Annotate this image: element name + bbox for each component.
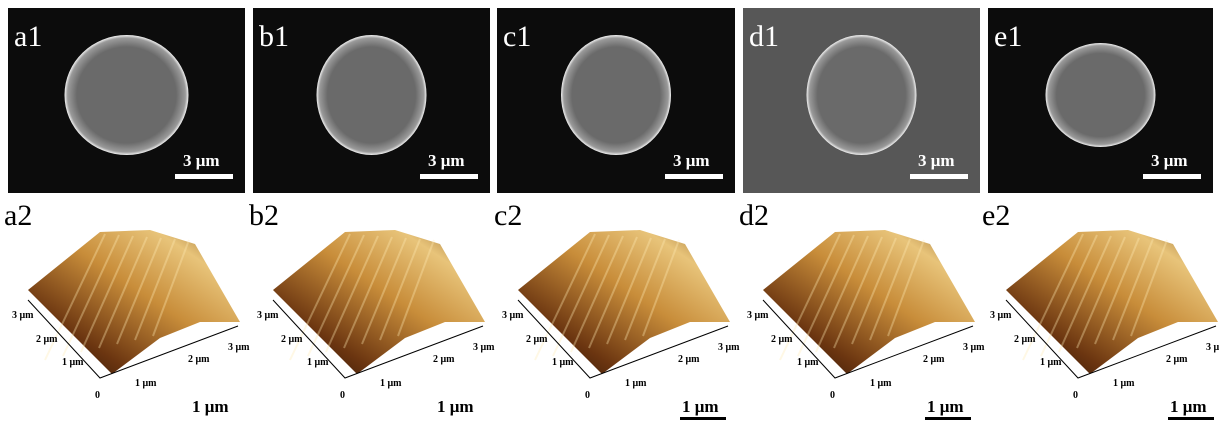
scale-bar	[925, 417, 971, 420]
axis-label: 2 μm	[526, 334, 548, 345]
axis-label: 1 μm	[62, 357, 84, 368]
axis-label: 1 μm	[380, 378, 402, 389]
axis-label: 1 μm	[552, 357, 574, 368]
scale-bar-label: 1 μm	[682, 397, 719, 416]
scale-bar-label: 1 μm	[437, 397, 474, 416]
axis-label: 3 μm	[718, 342, 740, 353]
axis-origin: 0	[1073, 390, 1078, 401]
axis-label: 3 μm	[473, 342, 495, 353]
scale-bar	[680, 417, 726, 420]
scale-bar	[1143, 174, 1201, 179]
scale-bar-label: 3 μm	[673, 151, 710, 170]
axis-label: 3 μm	[257, 310, 279, 321]
panel-label: e2	[982, 199, 1010, 232]
scale-bar-label: 3 μm	[918, 151, 955, 170]
axis-label: 1 μm	[307, 357, 329, 368]
axis-label: 2 μm	[36, 334, 58, 345]
scale-bar-label: 3 μm	[1151, 151, 1188, 170]
scale-bar-label: 3 μm	[183, 151, 220, 170]
axis-label: 2 μm	[1166, 354, 1188, 365]
axis-origin: 0	[830, 390, 835, 401]
axis-label: 2 μm	[923, 354, 945, 365]
scale-bar-label: 1 μm	[927, 397, 964, 416]
scale-bar	[420, 174, 478, 179]
panel-label: d1	[749, 20, 779, 53]
axis-label: 3 μm	[990, 310, 1012, 321]
axis-label: 3 μm	[747, 310, 769, 321]
scale-bar	[910, 174, 968, 179]
axis-label: 3 μm	[12, 310, 34, 321]
axis-label: 1 μm	[1040, 357, 1062, 368]
axis-label: 1 μm	[1113, 378, 1135, 389]
panel-label: a1	[14, 20, 42, 53]
axis-label: 3 μm	[963, 342, 985, 353]
axis-label: 2 μm	[678, 354, 700, 365]
scale-bar-label: 1 μm	[1170, 397, 1207, 416]
fiber-cross-section	[317, 35, 427, 155]
axis-label: 2 μm	[281, 334, 303, 345]
panel-label: d2	[739, 199, 769, 232]
axis-label: 2 μm	[433, 354, 455, 365]
axis-origin: 0	[95, 390, 100, 401]
axis-label: 1 μm	[797, 357, 819, 368]
axis-label: 1 μm	[625, 378, 647, 389]
panel-label: c2	[494, 199, 522, 232]
axis-label: 3 μ	[1206, 342, 1219, 353]
fiber-cross-section	[807, 35, 917, 155]
axis-origin: 0	[585, 390, 590, 401]
panel-label: a2	[4, 199, 32, 232]
panel-label: b2	[249, 199, 279, 232]
panel-label: b1	[259, 20, 289, 53]
axis-origin: 0	[340, 390, 345, 401]
fiber-cross-section	[561, 35, 671, 155]
scale-bar	[175, 174, 233, 179]
axis-label: 2 μm	[1014, 334, 1036, 345]
axis-label: 1 μm	[870, 378, 892, 389]
axis-label: 3 μm	[502, 310, 524, 321]
panel-label: c1	[503, 20, 531, 53]
axis-label: 3 μm	[228, 342, 250, 353]
fiber-cross-section	[1046, 43, 1156, 147]
axis-label: 1 μm	[135, 378, 157, 389]
scale-bar	[1168, 417, 1214, 420]
scale-bar-label: 3 μm	[428, 151, 465, 170]
scale-bar-label: 1 μm	[192, 397, 229, 416]
fiber-cross-section	[65, 35, 189, 155]
panel-label: e1	[994, 20, 1022, 53]
figure: a1 3 μm b1 3 μm c1 3 μm d1 3 μm e1 3 μm a2 3 μm 2 μm…	[0, 0, 1219, 421]
scale-bar	[665, 174, 723, 179]
axis-label: 2 μm	[188, 354, 210, 365]
axis-label: 2 μm	[771, 334, 793, 345]
